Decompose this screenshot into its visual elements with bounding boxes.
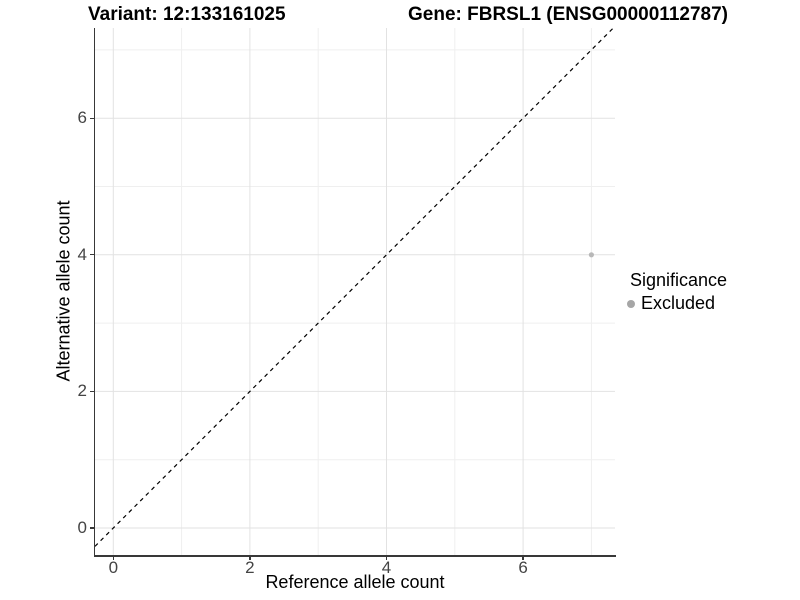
plot-title-gene: Gene: FBRSL1 (ENSG00000112787): [408, 4, 728, 25]
legend-title: Significance: [630, 270, 728, 290]
x-tick-label: 2: [245, 558, 255, 577]
x-tick-mark: [249, 556, 251, 560]
x-tick-label: 0: [108, 558, 119, 577]
plot-panel: [95, 28, 615, 555]
y-tick-label: 4: [77, 244, 87, 264]
y-tick-label: 6: [77, 108, 87, 128]
x-axis-line: [93, 555, 616, 557]
legend: Significance Excluded: [627, 270, 727, 314]
x-axis-label: Reference allele count: [265, 572, 445, 592]
x-tick-mark: [522, 556, 524, 560]
y-tick-label: 0: [77, 518, 87, 537]
y-axis-line: [93, 28, 96, 556]
legend-entry-label: Excluded: [641, 293, 716, 313]
x-tick-mark: [112, 556, 114, 560]
plot-title-variant: Variant: 12:133161025: [88, 4, 286, 25]
plot-area-svg: [95, 28, 615, 555]
legend-point-icon: [627, 299, 635, 308]
y-tick-mark: [90, 390, 94, 393]
y-tick-mark: [90, 117, 94, 119]
data-point: [588, 252, 594, 258]
identity-line: [95, 28, 615, 548]
y-axis-label: Alternative allele count: [53, 200, 74, 382]
y-tick-mark: [90, 527, 94, 529]
x-tick-mark: [385, 556, 388, 560]
x-tick-label: 6: [518, 558, 528, 577]
x-tick-label: 4: [381, 558, 392, 577]
y-tick-mark: [90, 254, 94, 256]
legend-entry-excluded: Excluded: [627, 293, 727, 314]
y-tick-label: 2: [77, 381, 87, 401]
